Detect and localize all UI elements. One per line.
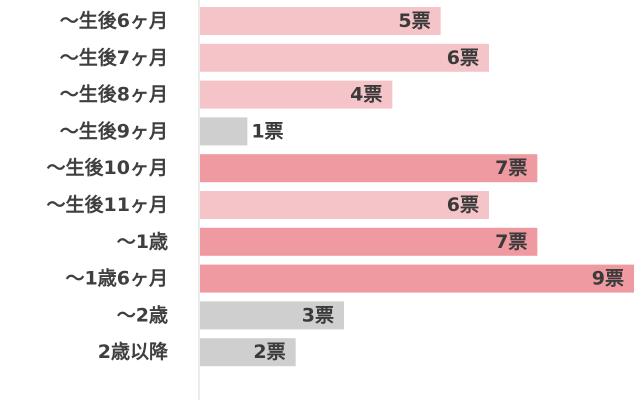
bar xyxy=(200,117,248,146)
category-label: ～生後6ヶ月 xyxy=(60,9,168,32)
category-labels: ～生後6ヶ月 ～生後7ヶ月 ～生後8ヶ月 ～生後9ヶ月 ～生後10ヶ月 ～生後11ヶ月 ～1… xyxy=(47,9,169,363)
value-label: 4票 xyxy=(350,84,382,106)
category-label: 2歳以降 xyxy=(98,340,169,363)
bar xyxy=(200,80,393,109)
category-label: ～2歳 xyxy=(117,304,168,326)
value-label: 7票 xyxy=(495,231,527,253)
category-label: ～1歳6ヶ月 xyxy=(66,268,168,290)
category-label: ～生後8ヶ月 xyxy=(60,83,168,106)
bar xyxy=(200,227,538,256)
category-label: ～生後7ヶ月 xyxy=(60,46,168,69)
value-label: 3票 xyxy=(302,304,334,326)
category-label: ～生後9ヶ月 xyxy=(60,119,168,142)
bar xyxy=(200,338,296,367)
bars xyxy=(200,7,634,367)
value-label: 1票 xyxy=(251,120,283,142)
value-label: 9票 xyxy=(592,268,624,290)
bar xyxy=(200,301,344,330)
bar xyxy=(200,191,489,219)
category-label: ～1歳 xyxy=(117,231,168,253)
category-label: ～生後10ヶ月 xyxy=(47,156,168,179)
value-label: 7票 xyxy=(495,157,527,179)
bar xyxy=(200,264,634,293)
bar xyxy=(200,154,538,183)
value-label: 6票 xyxy=(447,194,479,216)
bar xyxy=(200,43,489,72)
category-label: ～生後11ヶ月 xyxy=(47,193,168,216)
value-label: 5票 xyxy=(398,10,430,32)
bar xyxy=(200,7,441,35)
value-label: 2票 xyxy=(253,341,285,363)
value-labels: 5票 6票 4票 1票 7票 6票 7票 9票 3票 2票 xyxy=(251,10,624,363)
value-label: 6票 xyxy=(447,47,479,69)
